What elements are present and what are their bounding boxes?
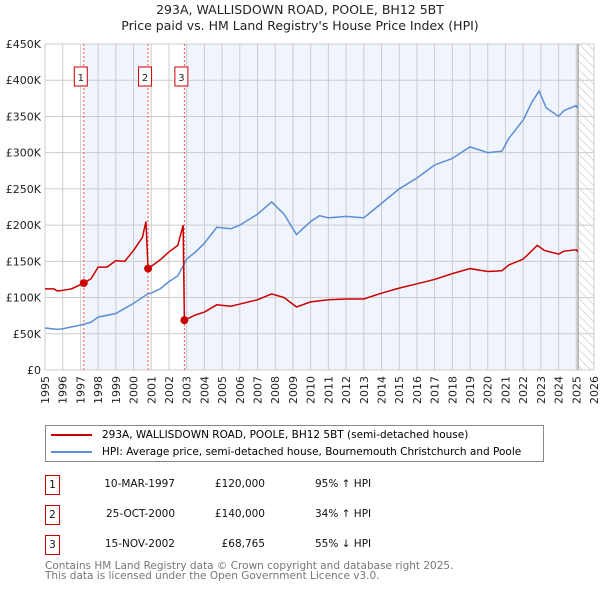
x-tick-label: 2013 <box>358 376 371 404</box>
x-tick-label: 2010 <box>305 376 318 404</box>
legend: 293A, WALLISDOWN ROAD, POOLE, BH12 5BT (… <box>45 425 544 462</box>
x-tick-label: 2023 <box>535 376 548 404</box>
x-tick-label: 2024 <box>553 376 566 404</box>
y-tick-label: £50K <box>13 328 42 341</box>
x-tick-label: 2003 <box>181 376 194 404</box>
sale-label-box <box>174 66 189 87</box>
x-tick-label: 2026 <box>588 376 600 404</box>
x-tick-label: 1999 <box>110 376 123 404</box>
x-tick-label: 1995 <box>39 376 52 404</box>
x-tick-label: 2015 <box>393 376 406 404</box>
x-tick-label: 2018 <box>446 376 459 404</box>
sale-label: 1 <box>78 73 84 84</box>
x-tick-label: 2000 <box>128 376 141 404</box>
x-tick-label: 2022 <box>517 376 530 404</box>
chart-plot: 1995 1996 1997 1998 1999 2000 2001 2002 2003 2004… <box>6 38 600 404</box>
future-hatch <box>578 44 594 370</box>
x-tick-label: 2016 <box>411 376 424 404</box>
sale-number: 1 <box>45 475 60 495</box>
x-tick-label: 2020 <box>482 376 495 404</box>
sale-label: 2 <box>142 73 148 84</box>
legend-item-hpi: HPI: Average price, semi-detached house,… <box>46 444 521 460</box>
chart-title: 293A, WALLISDOWN ROAD, POOLE, BH12 5BT <box>156 2 444 17</box>
x-tick-label: 2021 <box>499 376 512 404</box>
y-tick-label: £0 <box>27 364 41 377</box>
y-tick-label: £250K <box>6 183 42 196</box>
x-tick-label: 2009 <box>287 376 300 404</box>
sale-date: 15-NOV-2002 <box>104 538 175 550</box>
x-tick-label: 2005 <box>216 376 229 404</box>
x-tick-label: 2008 <box>269 376 282 404</box>
legend-label: 293A, WALLISDOWN ROAD, POOLE, BH12 5BT (… <box>102 429 469 441</box>
y-tick-label: £300K <box>6 147 42 160</box>
legend-item-property: 293A, WALLISDOWN ROAD, POOLE, BH12 5BT (… <box>46 427 468 443</box>
x-tick-label: 2025 <box>570 376 583 404</box>
sale-number: 2 <box>45 505 60 525</box>
sale-date: 10-MAR-1997 <box>104 478 175 490</box>
x-tick-label: 2007 <box>252 376 265 404</box>
legend-swatch-red <box>51 434 92 436</box>
x-tick-label: 2011 <box>322 376 335 404</box>
sale-price: £68,765 <box>221 538 265 550</box>
sale-label-box <box>73 66 88 87</box>
sale-number: 3 <box>45 535 60 555</box>
legend-swatch-blue <box>51 451 92 453</box>
sale-hpi: 55% ↓ HPI <box>315 538 372 550</box>
x-tick-label: 2012 <box>340 376 353 404</box>
sale-point <box>79 279 88 288</box>
sale-label-box <box>138 66 153 87</box>
hpi-line <box>44 89 579 331</box>
x-tick-label: 2014 <box>375 376 388 404</box>
sale-label: 3 <box>178 73 184 84</box>
legend-label: HPI: Average price, semi-detached house,… <box>102 446 522 458</box>
sale-point <box>180 316 189 325</box>
y-tick-label: £100K <box>6 292 42 305</box>
x-tick-label: 1998 <box>92 376 105 404</box>
footer-copyright: Contains HM Land Registry data © Crown c… <box>45 560 454 572</box>
sale-date: 25-OCT-2000 <box>106 508 175 520</box>
x-tick-label: 2006 <box>234 376 247 404</box>
sale-price: £120,000 <box>214 478 265 490</box>
x-tick-label: 2017 <box>429 376 442 404</box>
sale-price: £140,000 <box>214 508 265 520</box>
sale-hpi: 34% ↑ HPI <box>315 508 372 520</box>
chart-subtitle: Price paid vs. HM Land Registry's House … <box>121 18 479 33</box>
x-tick-label: 2002 <box>163 376 176 404</box>
y-tick-label: £450K <box>6 38 42 51</box>
x-tick-label: 2001 <box>145 376 158 404</box>
y-tick-label: £400K <box>6 74 42 87</box>
footer-licence: This data is licensed under the Open Gov… <box>45 570 380 582</box>
sale-hpi: 95% ↑ HPI <box>315 478 372 490</box>
property-price-line <box>45 221 579 322</box>
sale-point <box>144 264 153 273</box>
x-tick-label: 1997 <box>74 376 87 404</box>
x-tick-label: 1996 <box>57 376 70 404</box>
y-tick-label: £200K <box>6 219 42 232</box>
x-tick-label: 2019 <box>464 376 477 404</box>
y-tick-label: £350K <box>6 110 42 123</box>
x-tick-label: 2004 <box>198 376 211 404</box>
y-tick-label: £150K <box>6 255 42 268</box>
